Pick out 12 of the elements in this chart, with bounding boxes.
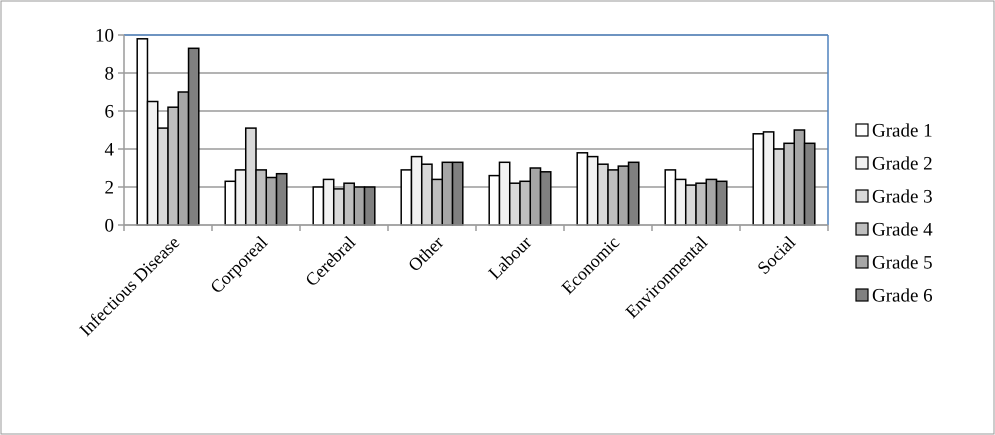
legend-label: Grade 1 xyxy=(872,120,933,142)
y-tick-label: 0 xyxy=(104,216,114,237)
y-tick-label: 10 xyxy=(95,26,114,47)
legend-label: Grade 4 xyxy=(872,220,934,241)
y-tick-label: 8 xyxy=(104,64,114,85)
legend-label: Grade 2 xyxy=(872,154,933,175)
y-tick-label: 4 xyxy=(104,140,114,161)
y-tick-label: 2 xyxy=(104,178,114,199)
y-tick-label: 6 xyxy=(104,102,114,123)
legend-label: Grade 6 xyxy=(872,286,933,307)
legend-label: Grade 3 xyxy=(872,186,933,208)
legend-label: Grade 5 xyxy=(872,252,933,274)
